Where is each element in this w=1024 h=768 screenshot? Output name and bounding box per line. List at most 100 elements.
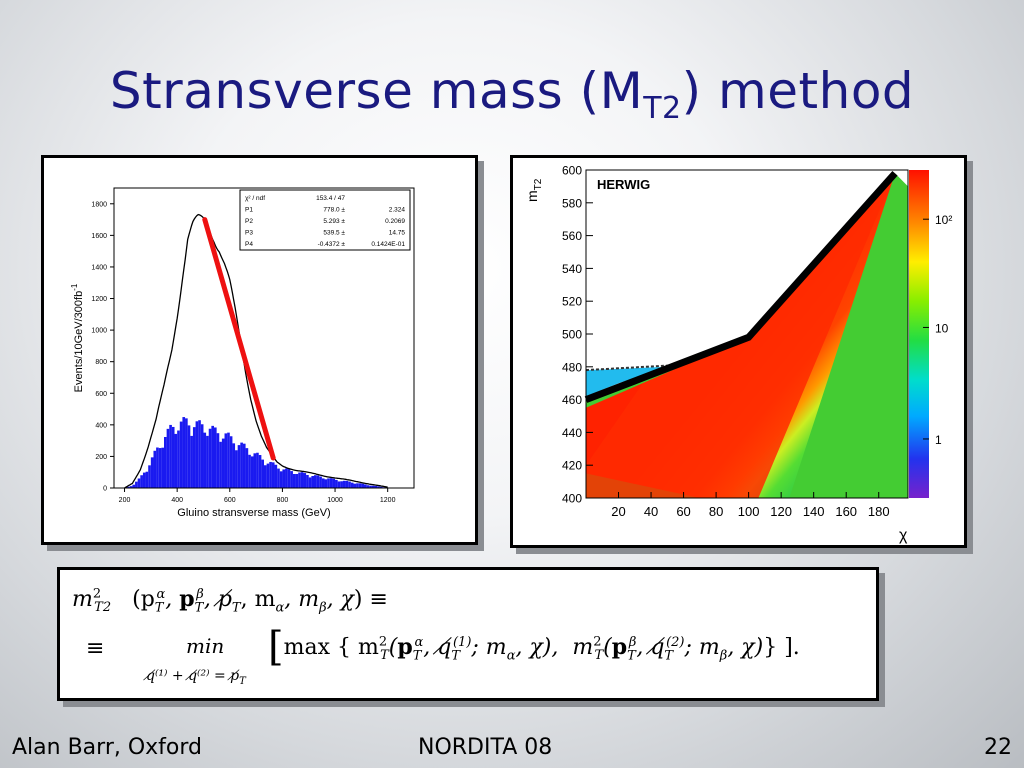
y-tick-label: 600: [562, 164, 582, 178]
x-tick-label: 1200: [380, 497, 396, 504]
histogram-bar: [127, 486, 130, 488]
x-tick-label: 120: [770, 504, 792, 519]
histogram-bar: [248, 454, 251, 488]
histogram-bar: [258, 455, 262, 488]
y-axis-label: Events/10GeV/300fb-1: [70, 283, 85, 392]
histogram-bar: [140, 475, 143, 488]
y-tick-label: 460: [562, 393, 582, 407]
histogram-bar: [266, 463, 270, 488]
histogram-bar: [371, 485, 375, 488]
x-tick-label: 60: [676, 504, 690, 519]
histogram-bar: [232, 443, 236, 488]
histogram-bar: [327, 478, 330, 488]
slide-title: Stransverse mass (MT2) method: [0, 62, 1024, 126]
stats-row-value: 153.4 / 47: [316, 195, 345, 202]
y-tick-label: 1200: [91, 296, 107, 303]
y-tick-label: 1400: [91, 264, 107, 271]
generator-label: HERWIG: [597, 177, 650, 192]
histogram-bar: [164, 436, 167, 488]
histogram-bar: [292, 473, 296, 488]
stats-row-label: P4: [245, 241, 253, 248]
y-tick-label: 480: [562, 360, 582, 374]
mt2-vs-chi-heatmap: 1 10 10² HERWIG 20 40 60 80 100 120 140 160 180 40…: [524, 164, 952, 545]
histogram-bar: [177, 430, 180, 488]
histogram-bar: [156, 447, 159, 488]
histogram-bar: [316, 475, 320, 488]
histogram-bar: [379, 486, 383, 488]
histogram-bar: [206, 435, 209, 488]
histogram-bar: [229, 436, 233, 488]
x-tick-label: 140: [803, 504, 825, 519]
histogram-bar: [348, 481, 351, 488]
formula-line-1: m2T2 (pTα, pTβ, p̸T, mα, mβ, χ) ≡: [72, 586, 388, 616]
histogram-bar: [250, 456, 254, 488]
histogram-bar: [132, 484, 136, 488]
histogram-bar: [129, 486, 133, 488]
histogram-bar: [216, 433, 220, 488]
histogram-bar: [282, 469, 286, 488]
histogram-bar: [153, 450, 157, 488]
y-tick-label: 200: [95, 454, 107, 461]
colorbar: [909, 170, 929, 498]
colorbar-tick-label: 10: [935, 321, 949, 335]
x-tick-label: 600: [224, 497, 236, 504]
histogram-bar: [269, 461, 272, 488]
y-tick-label: 0: [103, 486, 107, 493]
histogram-bar: [253, 453, 257, 488]
x-tick-label: 800: [277, 497, 289, 504]
histogram-bar: [364, 484, 367, 488]
histogram-bar: [366, 485, 370, 488]
histogram-bar: [150, 457, 154, 488]
histogram-bar: [237, 445, 241, 488]
histogram-bar: [332, 478, 336, 488]
stats-row-value: -0.4372 ±: [318, 241, 346, 248]
stats-row-value: 5.293 ±: [323, 218, 345, 225]
histogram-bar: [137, 478, 141, 488]
histogram-bar: [219, 441, 222, 488]
histogram-bar: [242, 443, 246, 488]
histogram-bar: [350, 482, 354, 488]
x-tick-label: 200: [119, 497, 131, 504]
histogram-bar: [277, 468, 280, 488]
y-tick-label: 1600: [91, 233, 107, 240]
histogram-bar: [174, 433, 178, 488]
histogram-bar: [335, 479, 338, 488]
histogram-bar: [208, 428, 212, 488]
histogram-bar: [224, 433, 228, 488]
stats-row-error: 0.1424E-01: [371, 241, 405, 248]
histogram-bar: [240, 442, 243, 488]
x-tick-label: 80: [709, 504, 723, 519]
histogram-bar: [356, 483, 359, 488]
histogram-bar: [300, 472, 304, 488]
x-tick-label: 40: [644, 504, 658, 519]
histogram-bar: [353, 483, 357, 488]
histogram-bar: [245, 448, 249, 488]
formula-min-constraint: q̸⁽¹⁾ + q̸⁽²⁾ = p̸T: [146, 668, 246, 687]
histogram-bar: [198, 420, 201, 488]
formula-line-2-equiv: ≡: [86, 636, 105, 661]
stats-row-error: 14.75: [389, 230, 406, 237]
y-tick-label: 1000: [91, 328, 107, 335]
histogram-bar: [264, 465, 267, 488]
histogram-bar: [329, 478, 333, 488]
y-tick-label: 600: [95, 391, 107, 398]
heatmap-high-density: [586, 173, 895, 499]
histogram-bar: [256, 452, 259, 488]
plot-frame: [113, 187, 415, 489]
stats-row-label: P2: [245, 218, 253, 225]
histogram-bar: [135, 481, 138, 488]
x-tick-label: 160: [835, 504, 857, 519]
histogram-bar: [306, 474, 309, 488]
histogram-bar: [148, 465, 151, 488]
fit-stats-box: χ² / ndf 153.4 / 47 P1 778.0 ± 2.324 P2 5.293 …: [239, 189, 411, 251]
histogram-bar: [211, 425, 214, 488]
x-tick-label: 180: [868, 504, 890, 519]
left-plot-panel: 200 400 600 800 1000 1200 0 200 400 600 800 1000 12…: [41, 155, 478, 545]
histogram-bar: [314, 475, 317, 488]
title-end: ) method: [681, 62, 915, 120]
histogram-bar: [324, 479, 328, 488]
histogram-bar: [377, 486, 380, 488]
stats-row-error: 0.2069: [385, 218, 405, 225]
histogram-bar: [374, 485, 378, 488]
histogram-bar: [319, 476, 322, 488]
